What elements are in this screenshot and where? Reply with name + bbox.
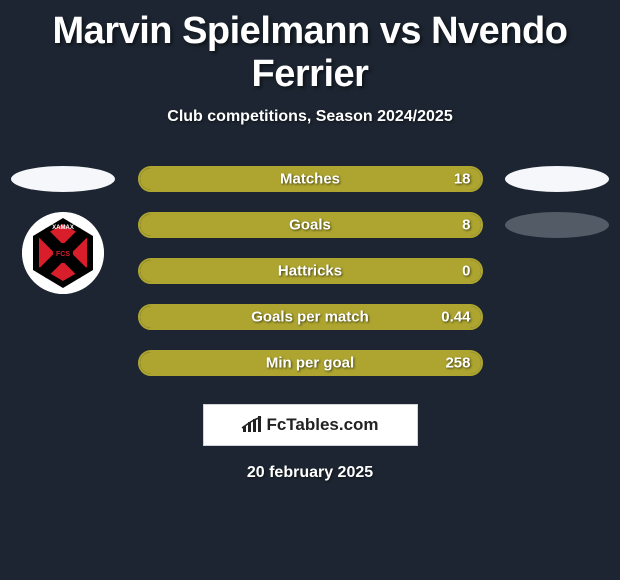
subtitle: Club competitions, Season 2024/2025: [0, 108, 620, 126]
date-line: 20 february 2025: [0, 464, 620, 482]
stat-label: Goals: [289, 217, 331, 234]
stat-label: Min per goal: [266, 355, 354, 372]
stat-row-matches: Matches 18: [138, 166, 483, 192]
left-player-photo-placeholder: [11, 166, 115, 192]
stat-row-goals-per-match: Goals per match 0.44: [138, 304, 483, 330]
brand-box[interactable]: FcTables.com: [203, 404, 418, 446]
right-club-placeholder: [505, 212, 609, 238]
left-club-badge: FCS XAMAX: [22, 212, 104, 294]
xamax-badge-icon: FCS XAMAX: [22, 212, 104, 294]
svg-text:FCS: FCS: [56, 251, 70, 258]
stat-label: Matches: [280, 171, 340, 188]
stat-label: Goals per match: [251, 309, 369, 326]
page-title: Marvin Spielmann vs Nvendo Ferrier: [0, 0, 620, 96]
svg-text:XAMAX: XAMAX: [52, 225, 74, 231]
right-column: [502, 166, 612, 238]
stat-row-hattricks: Hattricks 0: [138, 258, 483, 284]
stat-row-min-per-goal: Min per goal 258: [138, 350, 483, 376]
right-player-photo-placeholder: [505, 166, 609, 192]
stat-value: 258: [445, 355, 470, 372]
stat-value: 18: [454, 171, 471, 188]
stat-label: Hattricks: [278, 263, 342, 280]
stat-value: 8: [462, 217, 470, 234]
comparison-content: FCS XAMAX Matches 18 Goals 8 Hattricks 0…: [0, 166, 620, 482]
stat-row-goals: Goals 8: [138, 212, 483, 238]
bar-chart-icon: [241, 416, 263, 434]
left-column: FCS XAMAX: [8, 166, 118, 294]
brand-text: FcTables.com: [266, 415, 378, 435]
stat-value: 0.44: [441, 309, 470, 326]
stat-rows: Matches 18 Goals 8 Hattricks 0 Goals per…: [138, 166, 483, 376]
stat-value: 0: [462, 263, 470, 280]
